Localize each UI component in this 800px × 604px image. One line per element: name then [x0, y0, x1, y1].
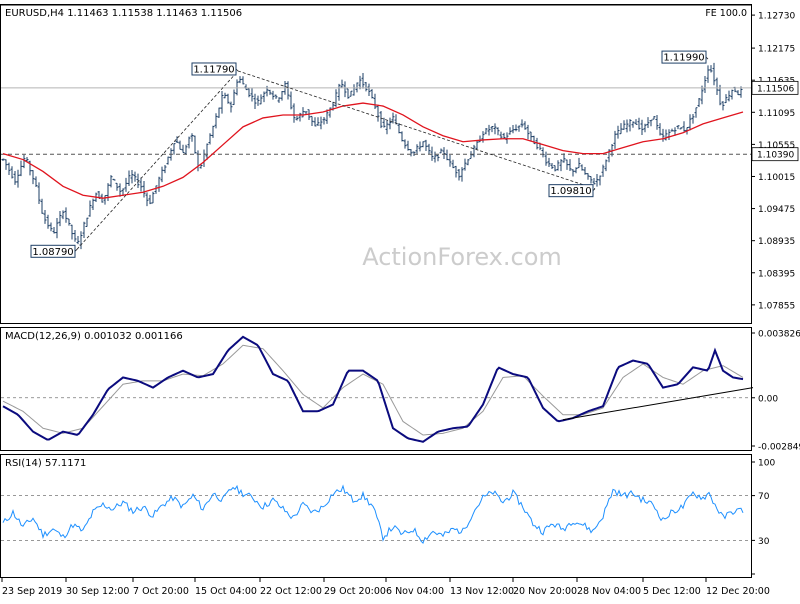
- annotation-label: 1.09810: [550, 186, 591, 197]
- price-y-tick-label: 1.10015: [758, 173, 795, 183]
- x-tick-label: 7 Oct 20:00: [133, 586, 189, 597]
- price-y-tick-label: 1.09475: [758, 205, 795, 215]
- fe-label: FE 100.0: [705, 8, 747, 19]
- rsi-y-tick-label: 70: [758, 492, 770, 502]
- price-y-tick-label: 1.07855: [758, 301, 795, 311]
- macd-y-tick-label: 0.003826: [758, 330, 800, 340]
- price-y-tick-label: 1.12175: [758, 45, 795, 55]
- x-tick-label: 6 Nov 04:00: [386, 586, 444, 597]
- x-tick-label: 30 Sep 12:00: [66, 586, 129, 597]
- level-price-label: 1.10390: [757, 151, 794, 161]
- annotation-label: 1.11790: [193, 64, 234, 75]
- x-tick-label: 13 Nov 12:00: [450, 586, 514, 597]
- macd-panel-title: MACD(12,26,9) 0.001032 0.001166: [5, 331, 183, 342]
- rsi-y-tick-label: 100: [758, 459, 775, 469]
- x-tick-label: 15 Oct 04:00: [195, 586, 257, 597]
- price-y-tick-label: 1.08935: [758, 237, 795, 247]
- price-panel-title: EURUSD,H4 1.11463 1.11538 1.11463 1.1150…: [5, 8, 242, 19]
- rsi-panel-title: RSI(14) 57.1171: [5, 458, 86, 469]
- rsi-panel-frame: [1, 455, 752, 578]
- price-y-tick-label: 1.11095: [758, 109, 795, 119]
- macd-panel: MACD(12,26,9) 0.001032 0.001166 0.003826…: [1, 328, 800, 453]
- x-tick-label: 23 Sep 2019: [2, 586, 62, 597]
- x-tick-label: 22 Oct 12:00: [260, 586, 322, 597]
- rsi-panel: RSI(14) 57.1171 100 70 30: [1, 455, 776, 578]
- macd-y-tick-label: 0.00: [758, 394, 778, 404]
- x-tick-label: 28 Nov 04:00: [577, 586, 641, 597]
- rsi-y-tick-label: 30: [758, 537, 770, 547]
- price-panel-frame: [1, 5, 752, 324]
- price-panel: EURUSD,H4 1.11463 1.11538 1.11463 1.1150…: [1, 5, 799, 324]
- x-tick-label: 20 Nov 20:00: [513, 586, 577, 597]
- watermark: ActionForex.com: [362, 243, 562, 271]
- x-tick-label: 29 Oct 20:00: [324, 586, 386, 597]
- x-tick-label: 12 Dec 20:00: [706, 586, 770, 597]
- annotation-label: 1.11990: [663, 53, 704, 64]
- macd-y-tick-label: -0.002849: [758, 443, 800, 453]
- x-tick-label: 5 Dec 12:00: [643, 586, 701, 597]
- price-y-tick-label: 1.08395: [758, 269, 795, 279]
- annotation-label: 1.08790: [32, 247, 73, 258]
- current-price-label: 1.11506: [757, 84, 794, 94]
- macd-panel-frame: [1, 328, 752, 451]
- price-y-tick-label: 1.12730: [758, 12, 795, 22]
